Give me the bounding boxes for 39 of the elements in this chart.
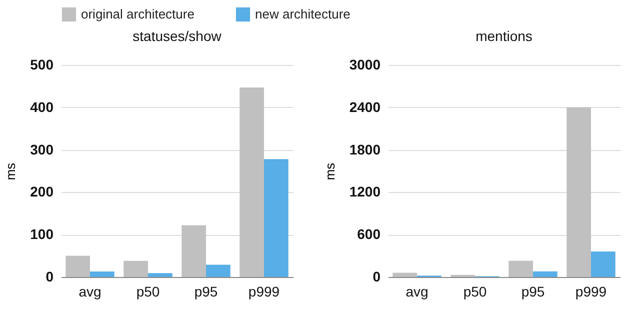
bar <box>392 272 417 277</box>
x-tick-label: p999 <box>248 284 280 300</box>
x-tick-label: p50 <box>136 284 160 300</box>
y-tick-label: 3000 <box>349 56 381 72</box>
y-tick-label: 600 <box>357 226 381 242</box>
bar <box>591 252 616 277</box>
y-tick-label: 1800 <box>349 141 381 158</box>
bar <box>566 107 591 277</box>
bar <box>240 87 264 277</box>
y-tick-label: 300 <box>30 141 54 158</box>
y-tick-label: 400 <box>30 98 54 115</box>
y-axis-title: ms <box>3 162 18 180</box>
y-axis-title: ms <box>322 162 338 180</box>
bar <box>124 260 148 277</box>
bar <box>148 273 172 277</box>
x-tick-label: p50 <box>463 284 487 300</box>
y-tick-label: 0 <box>372 268 381 284</box>
y-tick-label: 1200 <box>349 184 381 200</box>
x-tick-label: avg <box>78 284 102 300</box>
y-tick-label: 500 <box>30 56 54 72</box>
y-tick-label: 0 <box>46 268 54 284</box>
bar <box>182 225 206 277</box>
y-tick-label: 2400 <box>349 98 381 115</box>
y-tick-label: 200 <box>30 184 54 200</box>
bar <box>206 264 230 277</box>
bar <box>264 159 288 277</box>
bar <box>533 271 558 277</box>
y-tick-label: 100 <box>30 226 54 242</box>
x-tick-label: avg <box>406 284 428 300</box>
legend-label: original architecture <box>81 6 194 22</box>
chart-title: mentions <box>476 28 532 44</box>
chart-title: statuses/show <box>132 28 222 44</box>
x-tick-label: p999 <box>575 284 607 300</box>
bar <box>508 260 533 277</box>
x-tick-label: p95 <box>521 284 545 300</box>
bar <box>90 271 114 277</box>
legend-label: new architecture <box>255 6 350 22</box>
x-tick-label: p95 <box>194 284 218 300</box>
bar <box>66 256 90 277</box>
